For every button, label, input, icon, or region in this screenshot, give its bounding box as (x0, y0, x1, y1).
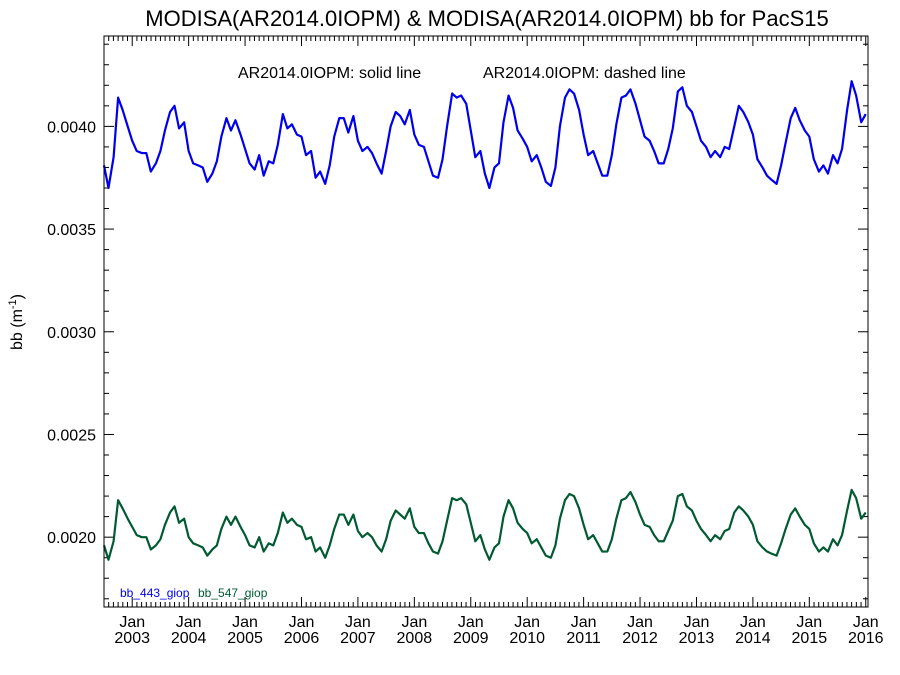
x-tick-label-month: Jan (119, 614, 145, 631)
y-tick-label: 0.0040 (47, 119, 96, 136)
x-tick-label-month: Jan (627, 614, 653, 631)
annotation-solid: AR2014.0IOPM: solid line (238, 65, 421, 82)
x-tick-label-year: 2010 (509, 630, 545, 647)
x-tick-label-year: 2004 (171, 630, 207, 647)
chart-title: MODISA(AR2014.0IOPM) & MODISA(AR2014.0IO… (145, 6, 828, 31)
x-tick-label-year: 2003 (114, 630, 150, 647)
x-tick-label-year: 2005 (227, 630, 263, 647)
x-tick-label-month: Jan (289, 614, 315, 631)
y-tick-label: 0.0035 (47, 222, 96, 239)
legend-label-bb-443: bb_443_giop (120, 586, 190, 600)
x-tick-label-month: Jan (232, 614, 258, 631)
x-tick-label-year: 2011 (566, 630, 601, 647)
legend-label-bb-547: bb_547_giop (198, 586, 268, 600)
y-tick-label: 0.0020 (47, 530, 96, 547)
x-tick-label-year: 2015 (792, 630, 828, 647)
x-tick-label-month: Jan (458, 614, 484, 631)
x-tick-label-month: Jan (740, 614, 766, 631)
tick-labels: 0.00200.00250.00300.00350.0040Jan2003Jan… (47, 119, 884, 647)
y-axis-label-exponent: -1 (7, 299, 19, 309)
x-tick-label-month: Jan (571, 614, 597, 631)
series-layer (102, 80, 867, 561)
x-tick-label-month: Jan (796, 614, 822, 631)
x-tick-label-year: 2014 (735, 630, 771, 647)
y-axis-label-text: bb (m (9, 309, 26, 350)
x-tick-label-year: 2016 (848, 630, 884, 647)
plot-frame (103, 35, 869, 608)
x-tick-label-year: 2007 (340, 630, 376, 647)
y-tick-label: 0.0030 (47, 325, 96, 342)
x-tick-label-month: Jan (345, 614, 371, 631)
series-line-bb-547 (102, 488, 867, 561)
x-tick-label-month: Jan (684, 614, 710, 631)
x-tick-label-year: 2009 (453, 630, 489, 647)
x-tick-label-year: 2012 (622, 630, 658, 647)
y-tick-label: 0.0025 (47, 427, 96, 444)
x-tick-label-month: Jan (853, 614, 879, 631)
x-tick-label-month: Jan (514, 614, 540, 631)
series-line-bb-443 (102, 80, 867, 190)
x-tick-label-year: 2008 (397, 630, 433, 647)
x-tick-label-year: 2013 (679, 630, 715, 647)
y-axis-label: bb (m-1) (7, 294, 26, 350)
axis-ticks (103, 36, 868, 607)
y-axis-label-close: ) (9, 294, 26, 299)
x-tick-label-month: Jan (176, 614, 202, 631)
x-tick-label-year: 2006 (284, 630, 320, 647)
x-tick-label-month: Jan (401, 614, 427, 631)
annotation-dashed: AR2014.0IOPM: dashed line (483, 65, 686, 82)
